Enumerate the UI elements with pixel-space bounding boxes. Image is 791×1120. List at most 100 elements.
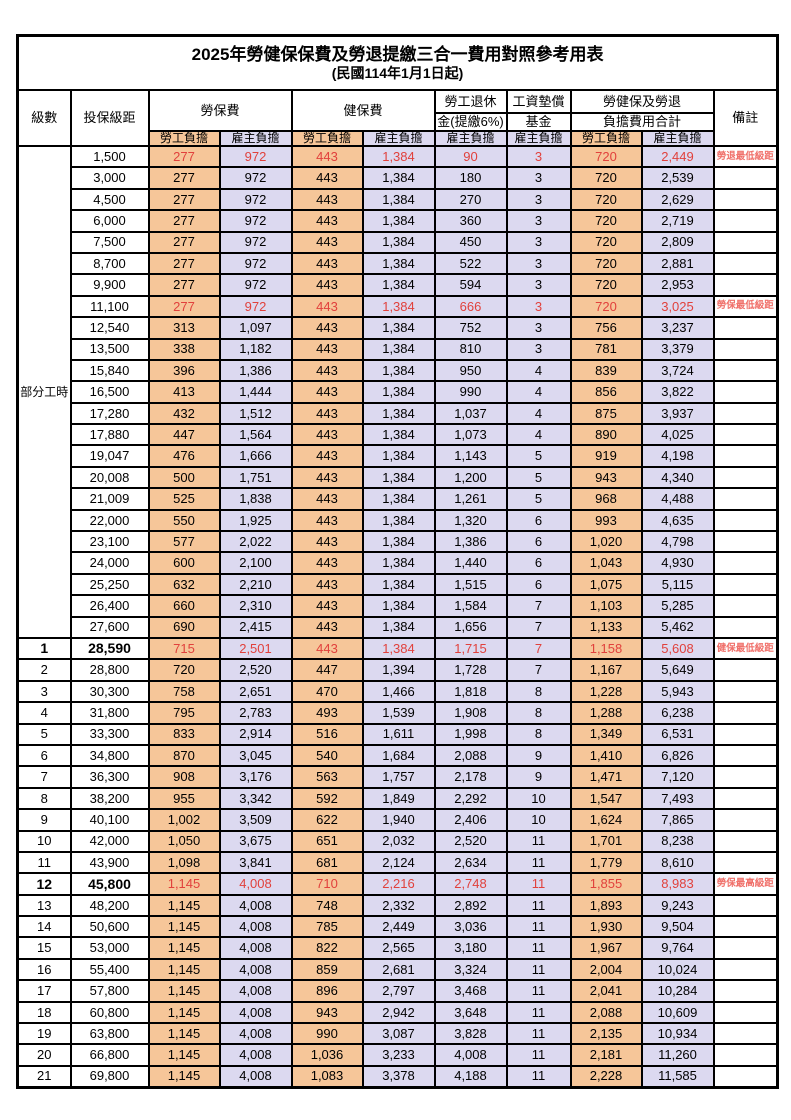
value-cell: 955 [147,786,221,811]
value-cell: 522 [433,251,508,276]
value-cell: 3 [505,230,572,254]
value-cell: 1,384 [361,337,436,361]
bracket-cell: 20,008 [69,465,150,490]
remark-cell: 勞保最低級距 [712,294,779,319]
value-cell: 5 [505,444,572,468]
bracket-cell: 23,100 [69,530,150,554]
value-cell: 4,188 [433,1064,508,1089]
value-cell: 1,145 [147,872,221,896]
value-cell: 3 [505,294,572,319]
value-cell: 10,024 [640,957,715,982]
table-row: 18 60,800 1,145 4,008 943 2,942 3,648 11 2,088 10… [16,1000,779,1025]
table-row: 15,840 396 1,386 443 1,384 950 4 839 3,724 [18,358,779,383]
table-row: 17 57,800 1,145 4,008 896 2,797 3,468 11 2,041 10… [16,979,779,1003]
table-row: 6,000 277 972 443 1,384 360 3 720 2,719 [18,209,779,233]
value-cell: 443 [290,209,364,233]
value-cell: 710 [290,872,364,896]
table-row: 7 36,300 908 3,176 563 1,757 2,178 9 1,471 7,120 [16,765,779,789]
value-cell: 1,684 [361,743,436,768]
value-cell: 4,008 [218,1021,293,1046]
value-cell: 3,648 [433,1000,508,1025]
value-cell: 1,133 [569,615,643,640]
value-cell: 3 [505,337,572,361]
table-row: 8,700 277 972 443 1,384 522 3 720 2,881 [18,251,779,276]
value-cell: 622 [290,808,364,832]
remark-cell [712,786,779,811]
remark-cell [712,166,779,190]
level-cell: 13 [16,893,72,918]
remark-cell [712,893,779,918]
bracket-cell: 15,840 [69,358,150,383]
value-cell: 1,611 [361,722,436,746]
value-cell: 1,145 [147,1000,221,1025]
value-cell: 5,462 [640,615,715,640]
value-cell: 9,243 [640,893,715,918]
value-cell: 4,008 [433,1043,508,1067]
value-cell: 180 [433,166,508,190]
remark-cell [712,380,779,404]
value-cell: 11 [505,1043,572,1067]
remark-cell: 勞保最高級距 [712,872,779,896]
value-cell: 795 [147,701,221,725]
subheader-health-employee: 勞工負擔 [290,130,364,147]
value-cell: 1,440 [433,551,508,575]
value-cell: 2,942 [361,1000,436,1025]
value-cell: 681 [290,850,364,875]
value-cell: 7,493 [640,786,715,811]
col-header-labor-insurance: 勞保費 [147,89,293,132]
value-cell: 594 [433,273,508,297]
value-cell: 1,261 [433,487,508,511]
value-cell: 1,384 [361,594,436,618]
value-cell: 6,826 [640,743,715,768]
value-cell: 4,008 [218,872,293,896]
remark-cell [712,316,779,340]
level-cell: 5 [16,722,72,746]
part-time-label: 部分工時 [16,145,72,639]
value-cell: 1,143 [433,444,508,468]
value-cell: 870 [147,743,221,768]
value-cell: 1,384 [361,508,436,533]
table-row: 21,009 525 1,838 443 1,384 1,261 5 968 4,488 [18,487,779,511]
bracket-cell: 30,300 [69,679,150,704]
value-cell: 3 [505,251,572,276]
remark-cell [712,530,779,554]
bracket-cell: 19,047 [69,444,150,468]
value-cell: 666 [433,294,508,319]
value-cell: 1,384 [361,444,436,468]
table-row: 26,400 660 2,310 443 1,384 1,584 7 1,103 5,285 [18,594,779,618]
value-cell: 493 [290,701,364,725]
value-cell: 908 [147,765,221,789]
table-row: 10 42,000 1,050 3,675 651 2,032 2,520 11 1,701 8,… [16,829,779,853]
level-cell: 7 [16,765,72,789]
col-header-wage-fund-line2: 基金 [505,112,572,132]
remark-cell [712,551,779,575]
value-cell: 3,045 [218,743,293,768]
value-cell: 1,075 [569,572,643,597]
value-cell: 4,025 [640,423,715,447]
value-cell: 1,384 [361,316,436,340]
bracket-cell: 45,800 [69,872,150,896]
level-cell: 14 [16,915,72,939]
remark-cell [712,743,779,768]
level-cell: 9 [16,808,72,832]
value-cell: 4 [505,401,572,426]
value-cell: 1,384 [361,273,436,297]
bracket-cell: 53,000 [69,936,150,960]
value-cell: 785 [290,915,364,939]
col-header-wage-fund-line1: 工資墊償 [505,89,572,114]
value-cell: 1,167 [569,658,643,682]
bracket-cell: 42,000 [69,829,150,853]
value-cell: 3 [505,273,572,297]
value-cell: 443 [290,187,364,212]
value-cell: 277 [147,251,221,276]
subheader-pension-employer: 雇主負擔 [433,130,508,147]
value-cell: 720 [569,144,643,169]
value-cell: 1,103 [569,594,643,618]
bracket-cell: 27,600 [69,615,150,640]
value-cell: 1,384 [361,465,436,490]
table-row: 19 63,800 1,145 4,008 990 3,087 3,828 11 2,135 10… [16,1021,779,1046]
value-cell: 447 [147,423,221,447]
value-cell: 550 [147,508,221,533]
remark-cell [712,594,779,618]
value-cell: 7 [505,615,572,640]
